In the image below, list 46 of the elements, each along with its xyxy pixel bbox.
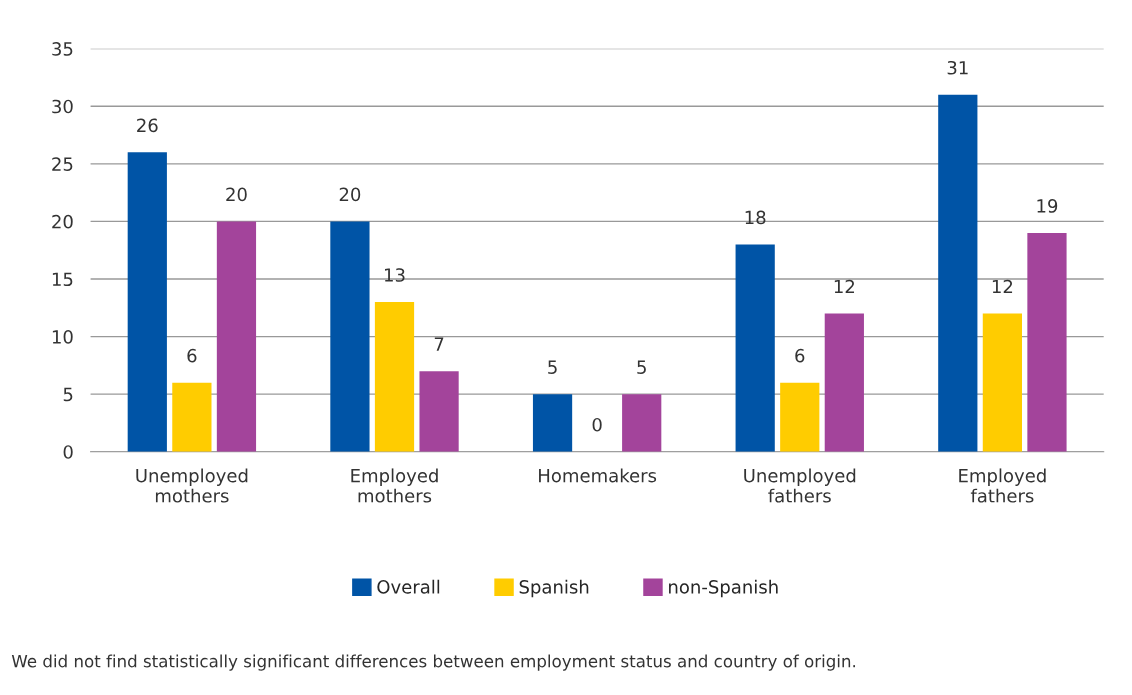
data-label: 0 xyxy=(592,417,602,432)
bar xyxy=(622,394,662,452)
y-tick-label: 35 xyxy=(52,42,73,56)
x-tick-label: Employed mothers xyxy=(351,468,438,503)
x-tick-label: Homemakers xyxy=(539,468,657,483)
data-label: 12 xyxy=(834,279,855,294)
data-label: 31 xyxy=(947,60,968,75)
data-label: 18 xyxy=(745,210,766,225)
bar xyxy=(1027,232,1067,452)
data-label: 13 xyxy=(385,268,405,282)
y-tick-label: 10 xyxy=(52,330,73,344)
text: We did not find statistically significant differences between employment status and country of origin. xyxy=(11,654,856,671)
data-label: 5 xyxy=(637,360,646,374)
bar xyxy=(374,302,415,452)
data-label: 7 xyxy=(434,337,444,351)
y-tick-label: 5 xyxy=(63,387,73,402)
bar xyxy=(735,244,775,452)
bar xyxy=(216,221,257,452)
bar xyxy=(938,94,978,452)
y-tick-label: 15 xyxy=(52,272,73,287)
bar xyxy=(127,152,167,452)
y-tick-label: 25 xyxy=(52,157,73,171)
x-tick-label: Unemployed mothers xyxy=(136,468,248,503)
data-label: 5 xyxy=(548,360,557,374)
x-tick-label: Employed fathers xyxy=(959,468,1046,503)
data-label: 20 xyxy=(226,187,247,202)
bar xyxy=(824,313,864,452)
data-label: 6 xyxy=(795,348,805,363)
data-label: 26 xyxy=(137,118,158,133)
legend-label: Overall xyxy=(377,579,440,594)
legend-label: Spanish xyxy=(519,579,589,598)
data-label: 12 xyxy=(992,279,1013,294)
y-tick-label: 30 xyxy=(52,99,73,114)
bar xyxy=(330,221,370,452)
data-label: 6 xyxy=(187,348,197,363)
x-tick-label: Unemployed fathers xyxy=(744,468,856,503)
data-label: 19 xyxy=(1037,199,1058,213)
bar xyxy=(532,394,573,452)
y-tick-label: 20 xyxy=(52,214,73,229)
data-label: 20 xyxy=(339,187,361,202)
bar xyxy=(419,371,459,452)
bar xyxy=(982,313,1022,452)
legend-label: non-Spanish xyxy=(669,579,778,598)
bar xyxy=(172,382,212,452)
y-tick-label: 0 xyxy=(63,445,73,459)
bar xyxy=(780,382,820,452)
